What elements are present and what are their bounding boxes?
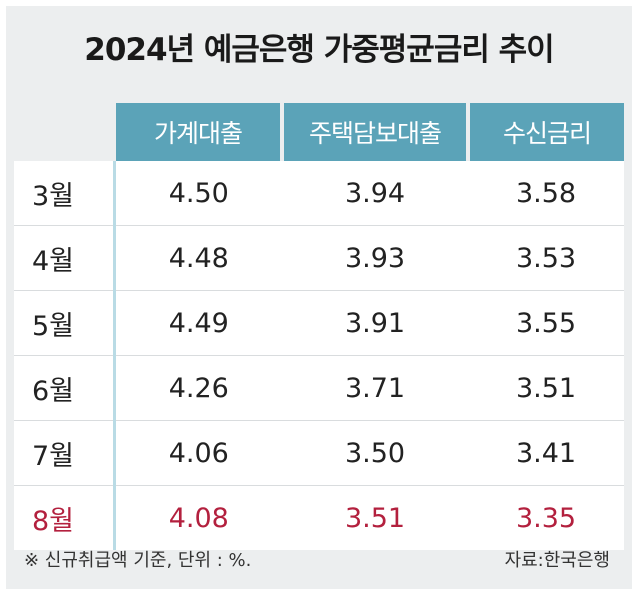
header-row: 가계대출 주택담보대출 수신금리 [14, 103, 624, 161]
table-row: 5월 4.49 3.91 3.55 [14, 290, 624, 356]
deposit-rate-value: 3.51 [468, 355, 624, 421]
month-label: 8월 [14, 485, 116, 550]
household-loan-value: 4.49 [114, 290, 282, 356]
mortgage-loan-value: 3.91 [282, 290, 468, 356]
mortgage-loan-value: 3.93 [282, 225, 468, 291]
deposit-rate-value: 3.41 [468, 420, 624, 486]
source-credit: 자료:한국은행 [504, 550, 610, 571]
household-loan-value: 4.48 [114, 225, 282, 291]
header-corner [14, 103, 114, 161]
mortgage-loan-value: 3.51 [282, 485, 468, 550]
month-label: 5월 [14, 290, 116, 356]
household-loan-value: 4.50 [114, 161, 282, 226]
month-label: 6월 [14, 355, 116, 421]
table-row: 7월 4.06 3.50 3.41 [14, 420, 624, 486]
mortgage-loan-value: 3.94 [282, 161, 468, 226]
table-row: 6월 4.26 3.71 3.51 [14, 355, 624, 421]
table-row: 3월 4.50 3.94 3.58 [14, 161, 624, 226]
deposit-rate-value: 3.35 [468, 485, 624, 550]
deposit-rate-value: 3.55 [468, 290, 624, 356]
deposit-rate-value: 3.53 [468, 225, 624, 291]
mortgage-loan-value: 3.71 [282, 355, 468, 421]
column-header-deposit-rate: 수신금리 [466, 103, 624, 161]
month-label: 3월 [14, 161, 116, 226]
table-row: 4월 4.48 3.93 3.53 [14, 225, 624, 291]
column-header-household-loan: 가계대출 [112, 103, 282, 161]
rate-table: 가계대출 주택담보대출 수신금리 3월 4.50 3.94 3.58 4월 4.… [14, 103, 624, 550]
deposit-rate-value: 3.58 [468, 161, 624, 226]
month-label: 4월 [14, 225, 116, 291]
month-label: 7월 [14, 420, 116, 486]
household-loan-value: 4.06 [114, 420, 282, 486]
infographic-frame: 2024년 예금은행 가중평균금리 추이 가계대출 주택담보대출 수신금리 3월… [6, 6, 632, 589]
household-loan-value: 4.26 [114, 355, 282, 421]
household-loan-value: 4.08 [114, 485, 282, 550]
column-header-mortgage-loan: 주택담보대출 [280, 103, 468, 161]
footnote: ※ 신규취급액 기준, 단위 : %. [24, 550, 252, 571]
mortgage-loan-value: 3.50 [282, 420, 468, 486]
table-row-highlighted: 8월 4.08 3.51 3.35 [14, 485, 624, 550]
chart-title: 2024년 예금은행 가중평균금리 추이 [84, 32, 554, 68]
